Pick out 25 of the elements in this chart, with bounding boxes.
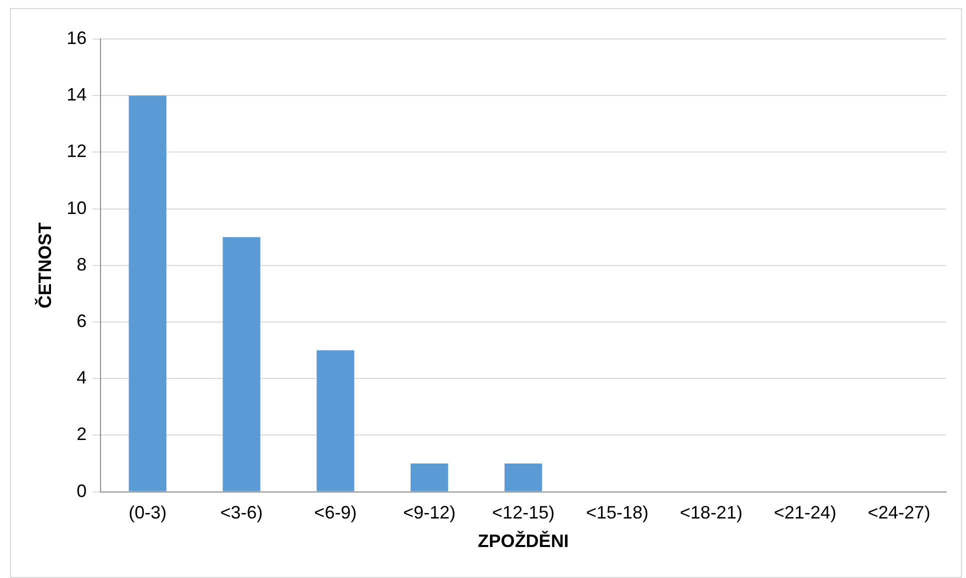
bar [222,237,260,492]
y-tick-label: 6 [76,310,87,331]
y-tick-label: 8 [76,254,87,274]
y-tick-label: 14 [66,84,87,105]
x-tick-label: <9-12) [403,502,456,523]
y-axis-title: ČETNOST [34,222,55,308]
x-tick-label: <24-27) [868,502,930,523]
x-tick-label: <18-21) [680,502,742,523]
y-tick-label: 2 [76,424,87,444]
x-tick-label: (0-3) [128,502,167,523]
x-tick-label: <12-15) [492,502,555,523]
bar [410,464,448,492]
x-axis-title: ZPOŽDĚNI [478,530,569,552]
bar [504,464,542,492]
y-tick-label: 16 [66,28,87,48]
y-tick-label: 4 [76,368,87,388]
x-tick-label: <15-18) [586,502,649,523]
y-tick-label: 0 [76,480,87,501]
y-tick-label: 10 [66,198,87,218]
x-tick-label: <3-6) [220,502,263,523]
bar [128,96,166,492]
x-tick-label: <21-24) [774,502,836,523]
x-tick-label: <6-9) [314,502,357,523]
y-tick-label: 12 [66,141,87,162]
bar [316,350,354,492]
